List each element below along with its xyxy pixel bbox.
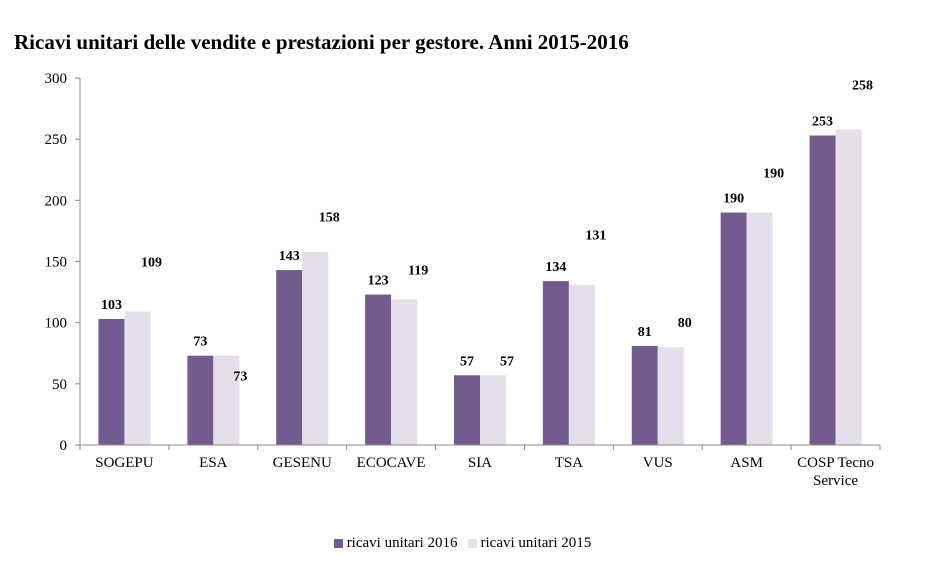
x-tick-label: GESENU	[273, 455, 332, 471]
bar-2015-4	[480, 375, 506, 445]
chart-title: Ricavi unitari delle vendite e prestazio…	[14, 30, 629, 54]
bar-2015-1	[213, 355, 240, 445]
bar-2016-7	[720, 212, 747, 445]
y-tick-label: 150	[45, 255, 68, 271]
data-label-2015-0: 109	[141, 256, 162, 271]
bar-2016-8	[809, 135, 836, 445]
y-tick-label: 200	[45, 193, 68, 209]
data-label-2016-2: 143	[279, 249, 300, 264]
bar-2015-2	[302, 251, 329, 445]
bar-2016-5	[542, 281, 569, 445]
series-2015-bars	[124, 129, 862, 445]
x-tick-label: TSA	[555, 455, 584, 471]
data-label-2016-0: 103	[101, 298, 122, 313]
bar-2015-0	[124, 311, 151, 445]
data-label-2015-2: 158	[319, 211, 340, 226]
bar-2016-6	[631, 345, 658, 445]
data-label-2015-8: 258	[852, 78, 873, 93]
series-2016-bars	[98, 135, 836, 445]
data-label-2015-4: 57	[500, 354, 514, 369]
x-tick-label: ECOCAVE	[357, 455, 426, 471]
legend-swatch-2015	[467, 539, 477, 548]
y-tick-label: 250	[45, 132, 68, 148]
data-label-2016-6: 81	[638, 325, 652, 340]
data-label-2016-5: 134	[545, 260, 566, 275]
legend: ricavi unitari 2016 ricavi unitari 2015	[0, 535, 925, 552]
bar-2016-3	[365, 294, 392, 445]
data-label-2015-7: 190	[763, 167, 784, 182]
bar-2015-8	[835, 129, 862, 445]
x-tick-label: SIA	[468, 455, 492, 471]
bar-2016-1	[187, 355, 214, 445]
bar-2015-3	[391, 299, 418, 445]
x-tick-label: SOGEPU	[95, 455, 154, 471]
x-tick-label: VUS	[643, 455, 673, 471]
y-tick-label: 0	[60, 438, 68, 454]
x-tick-label: COSP Tecno Service	[797, 455, 874, 489]
legend-label-2015: ricavi unitari 2015	[480, 535, 592, 551]
data-label-2016-7: 190	[723, 192, 744, 207]
y-tick-label: 50	[52, 377, 67, 393]
x-tick-label: ASM	[730, 455, 763, 471]
legend-item-2016: ricavi unitari 2016	[333, 535, 458, 552]
x-axis-ticks	[79, 445, 881, 450]
data-label-2016-3: 123	[368, 274, 389, 289]
data-label-2015-3: 119	[408, 263, 428, 278]
legend-item-2015: ricavi unitari 2015	[467, 535, 592, 552]
bar-2015-7	[746, 212, 773, 445]
y-axis-tick-labels: 0 50 100 150 200 250 300	[45, 71, 68, 454]
data-label-2015-1: 73	[233, 370, 247, 385]
data-label-2015-5: 131	[585, 229, 606, 244]
bar-2015-5	[568, 284, 595, 445]
legend-swatch-2016	[333, 539, 343, 548]
bar-2016-2	[276, 270, 303, 445]
bar-2015-6	[657, 347, 684, 445]
bar-2016-0	[98, 318, 125, 445]
legend-label-2016: ricavi unitari 2016	[346, 535, 458, 551]
y-tick-label: 300	[45, 71, 68, 87]
data-label-2016-4: 57	[460, 354, 474, 369]
data-labels: 103 73 143 123 57 134 81 190 253 109 73 158 119 57 131…	[101, 78, 873, 384]
data-label-2016-1: 73	[193, 335, 207, 350]
data-label-2016-8: 253	[812, 114, 833, 129]
y-tick-label: 100	[45, 316, 68, 332]
bar-2016-4	[454, 375, 480, 445]
x-axis-category-labels: SOGEPU ESA GESENU ECOCAVE SIA TSA VUS ASM COSP T…	[95, 455, 874, 489]
x-tick-label: ESA	[199, 455, 228, 471]
y-axis-ticks	[75, 77, 80, 446]
data-label-2015-6: 80	[678, 316, 692, 331]
